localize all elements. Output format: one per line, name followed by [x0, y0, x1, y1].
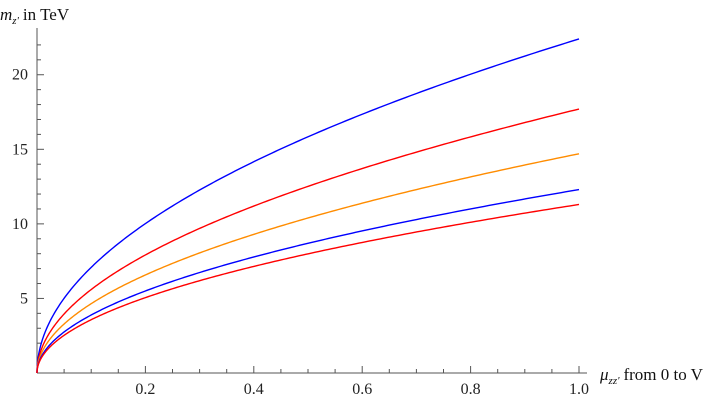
y-axis-label: mz' in TeV	[0, 5, 70, 27]
axes	[36, 28, 587, 374]
series-line-4	[36, 188, 580, 374]
y-tick-label: 10	[12, 216, 28, 233]
ticks	[37, 44, 580, 373]
y-tick-label: 15	[12, 141, 28, 158]
x-axis-symbol: μ	[599, 365, 609, 384]
y-axis-text: in TeV	[23, 5, 70, 24]
x-tick-label: 0.2	[135, 381, 155, 398]
x-axis-text: from 0 to V	[623, 365, 703, 384]
series-line-3	[36, 153, 580, 374]
x-axis-subscript: zz'	[608, 375, 621, 387]
x-tick-label: 1.0	[569, 381, 589, 398]
series-line-1	[36, 38, 580, 374]
tick-labels: 0.2 0.4 0.6 0.8 1.0 5 10 15 20	[12, 67, 589, 398]
y-axis-subscript: z'	[11, 15, 19, 27]
x-tick-label: 0.4	[244, 381, 264, 398]
y-tick-label: 5	[20, 290, 28, 307]
x-axis-label: μzz' from 0 to V	[599, 365, 704, 387]
series-group	[36, 38, 580, 374]
y-axis-symbol: m	[0, 5, 12, 24]
series-line-5	[36, 203, 580, 374]
x-tick-label: 0.6	[352, 381, 372, 398]
series-line-2	[36, 108, 580, 374]
y-tick-label: 20	[12, 67, 28, 84]
x-tick-label: 0.8	[461, 381, 481, 398]
